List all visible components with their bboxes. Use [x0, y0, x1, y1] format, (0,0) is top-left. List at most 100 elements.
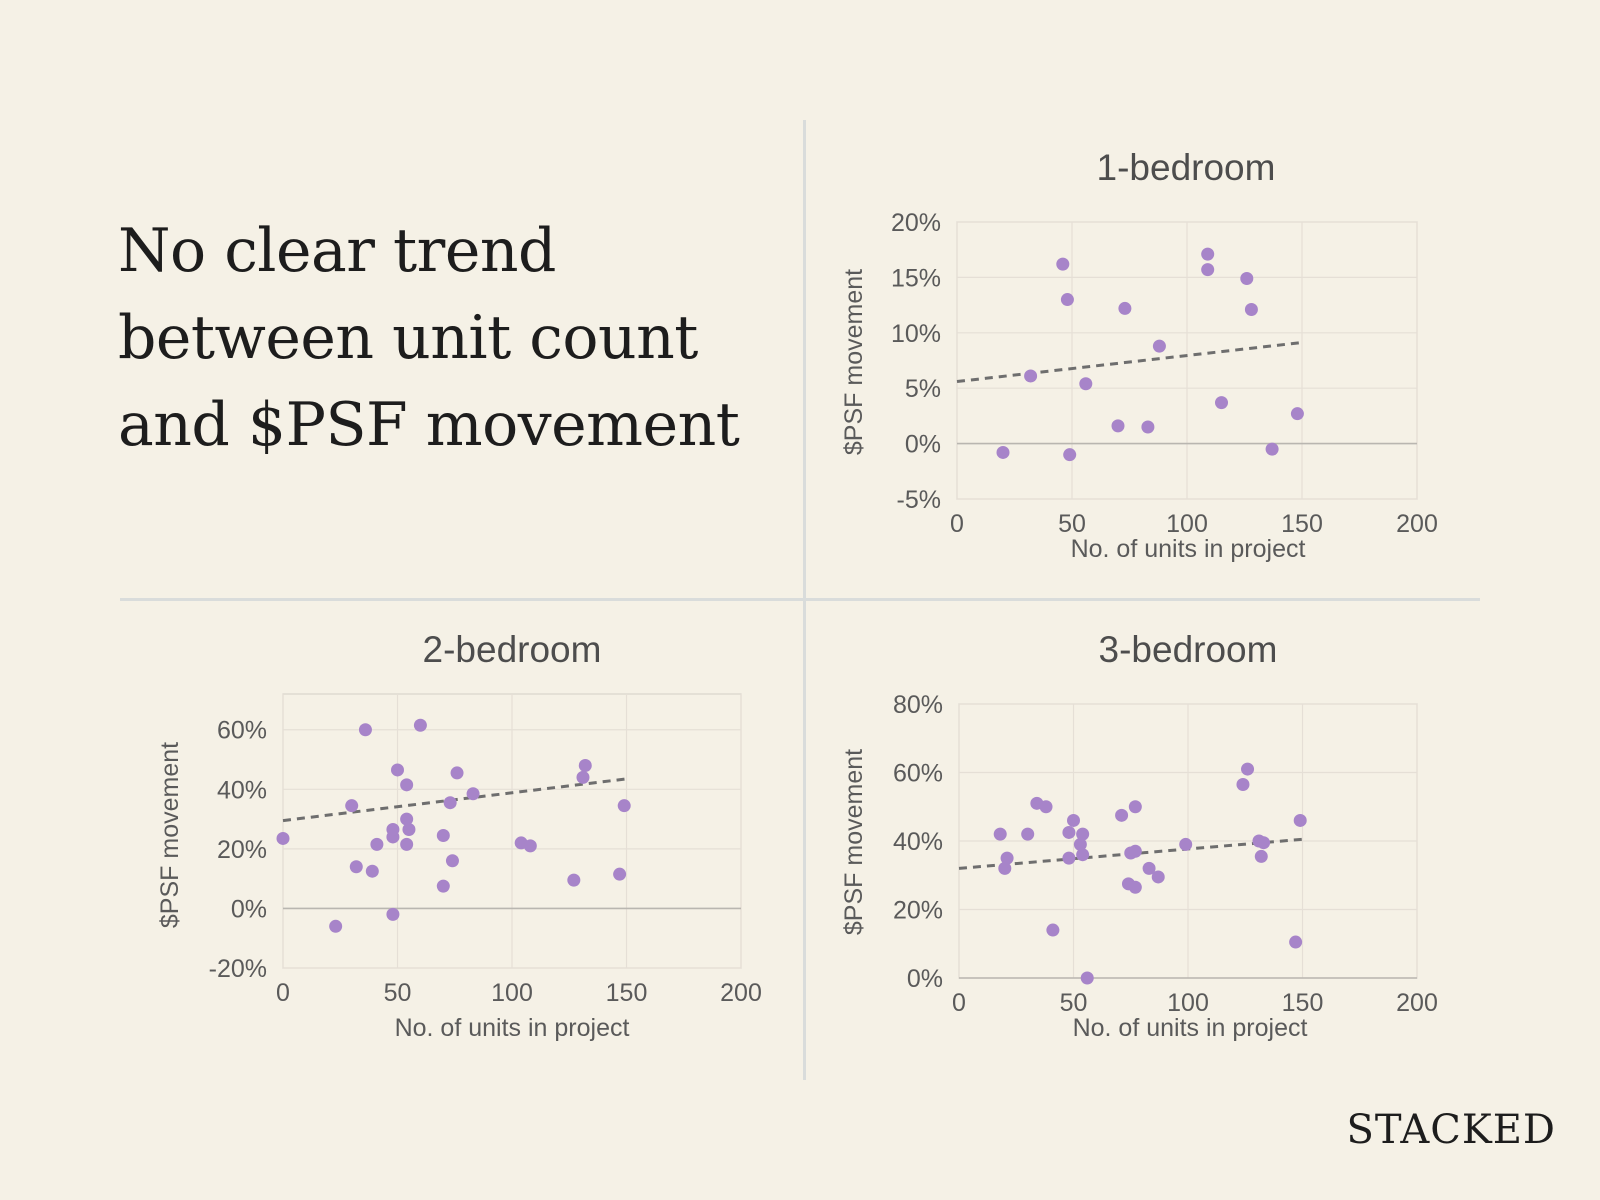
x-tick-label: 150 [1282, 989, 1324, 1017]
data-point [443, 796, 457, 810]
x-tick-label: 150 [1281, 510, 1323, 538]
plot-area [958, 703, 1418, 985]
data-point [329, 919, 343, 933]
x-tick-label: 100 [1166, 510, 1208, 538]
headline-line-1: No clear trend [118, 216, 556, 286]
x-tick-label: 0 [950, 510, 964, 538]
x-tick-label: 0 [952, 989, 966, 1017]
data-point [1289, 935, 1303, 949]
data-point [576, 770, 590, 784]
brand-logo: STACKED [1346, 1107, 1556, 1153]
data-point [400, 837, 414, 851]
data-point [567, 873, 581, 887]
data-point [1060, 293, 1074, 307]
x-tick-label: 50 [1060, 989, 1088, 1017]
x-tick-label: 200 [1396, 510, 1438, 538]
data-point [1021, 827, 1035, 841]
data-point [993, 827, 1007, 841]
y-axis-label: $PSF movement [840, 269, 868, 455]
chart-title: 3-bedroom [1099, 629, 1278, 670]
data-point [1080, 971, 1094, 985]
plot-area [276, 693, 742, 969]
data-point [1024, 369, 1038, 383]
data-point [1201, 263, 1215, 277]
y-tick-label: -5% [897, 486, 941, 514]
data-point [400, 778, 414, 792]
data-point [358, 723, 372, 737]
y-tick-label: 0% [907, 965, 943, 993]
data-point [413, 718, 427, 732]
chart-title: 2-bedroom [423, 629, 602, 670]
y-tick-label: 80% [893, 691, 943, 719]
headline-line-2: between unit count [118, 303, 698, 373]
x-tick-label: 50 [1058, 510, 1086, 538]
data-point [1151, 870, 1165, 884]
x-tick-label: 100 [491, 979, 533, 1007]
data-point [370, 837, 384, 851]
data-point [1141, 420, 1155, 434]
y-tick-label: -20% [209, 955, 267, 983]
data-point [1076, 827, 1090, 841]
y-axis-label: $PSF movement [156, 742, 184, 928]
data-point [1201, 247, 1215, 261]
y-tick-label: 60% [893, 760, 943, 788]
data-point [466, 787, 480, 801]
data-point [1073, 837, 1087, 851]
data-point [1254, 849, 1268, 863]
data-point [1215, 396, 1228, 410]
data-point [365, 864, 379, 878]
data-point [1257, 836, 1271, 850]
y-tick-label: 15% [891, 264, 941, 292]
x-tick-label: 200 [1396, 989, 1438, 1017]
data-point [1290, 407, 1304, 421]
data-point [1063, 448, 1077, 462]
data-point [386, 907, 400, 921]
x-axis-label: No. of units in project [1073, 1014, 1308, 1042]
data-point [436, 879, 450, 893]
data-point [1046, 923, 1060, 937]
x-tick-label: 200 [720, 979, 762, 1007]
data-point [1128, 800, 1142, 814]
x-tick-label: 150 [606, 979, 648, 1007]
data-point [1236, 777, 1250, 791]
data-point [450, 766, 464, 780]
data-point [1079, 377, 1093, 391]
trendline [956, 341, 1300, 384]
chart-title: 1-bedroom [1097, 147, 1276, 188]
y-tick-label: 40% [893, 828, 943, 856]
data-point [1241, 762, 1255, 776]
data-point [1111, 419, 1125, 433]
data-point [617, 799, 631, 813]
y-tick-label: 10% [891, 320, 941, 348]
y-tick-label: 20% [893, 897, 943, 925]
x-axis-label: No. of units in project [1071, 535, 1306, 563]
y-tick-label: 40% [217, 776, 267, 804]
x-tick-label: 50 [384, 979, 412, 1007]
y-tick-label: 20% [217, 836, 267, 864]
data-point [1293, 813, 1307, 827]
data-point [386, 823, 400, 837]
data-point [276, 831, 290, 845]
data-point [400, 812, 414, 826]
data-point [1115, 808, 1129, 822]
data-point [1067, 813, 1080, 827]
data-point [996, 445, 1010, 459]
x-tick-label: 100 [1167, 989, 1209, 1017]
y-tick-label: 20% [891, 209, 941, 237]
data-point [1039, 800, 1053, 814]
headline: No clear trend between unit count and $P… [118, 208, 740, 469]
data-point [578, 758, 592, 772]
y-tick-label: 60% [217, 717, 267, 745]
data-point [349, 860, 363, 874]
plot-area [956, 221, 1418, 500]
data-point [1265, 442, 1279, 456]
data-point [1128, 880, 1142, 894]
y-tick-label: 0% [231, 895, 267, 923]
y-tick-label: 5% [905, 375, 941, 403]
data-point [402, 823, 416, 837]
data-point [1062, 825, 1076, 839]
data-point [1240, 272, 1254, 286]
